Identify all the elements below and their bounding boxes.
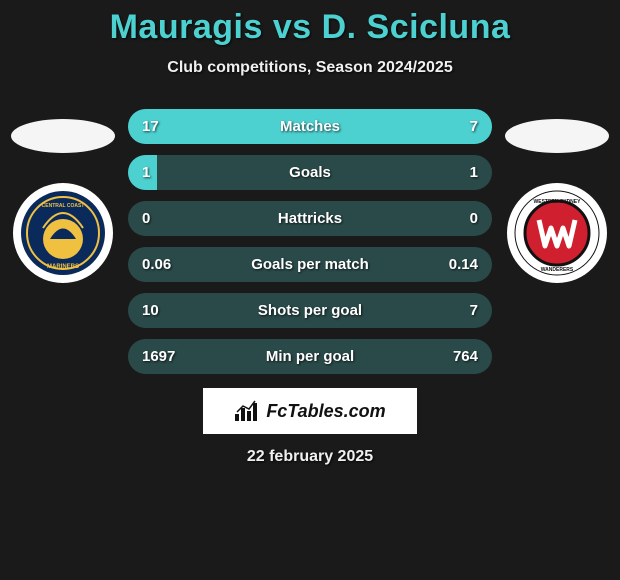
main-row: CENTRAL COAST MARINERS 17Matches71Goals1… bbox=[0, 109, 620, 374]
bar-chart-icon bbox=[234, 400, 260, 422]
page-title: Mauragis vs D. Scicluna bbox=[0, 8, 620, 47]
comparison-widget: Mauragis vs D. Scicluna Club competition… bbox=[0, 0, 620, 466]
stat-label: Goals bbox=[289, 164, 331, 181]
right-player-column: WESTERN SYDNEY WANDERERS bbox=[498, 109, 616, 283]
stat-value-left: 1 bbox=[142, 164, 150, 181]
stat-row: 1 Goals 1 bbox=[128, 155, 492, 190]
stat-label: Goals per match bbox=[251, 256, 369, 273]
right-player-photo-placeholder bbox=[505, 119, 609, 153]
stat-row: 17 Matches 7 bbox=[128, 109, 492, 144]
brand-logo-text: FcTables.com bbox=[266, 401, 385, 422]
mariners-badge-icon: CENTRAL COAST MARINERS bbox=[20, 190, 106, 276]
stat-value-right: 7 bbox=[470, 302, 478, 319]
stat-value-right: 0 bbox=[470, 210, 478, 227]
stat-value-left: 17 bbox=[142, 118, 159, 135]
stat-row: 1697 Min per goal 764 bbox=[128, 339, 492, 374]
stat-row: 0.06 Goals per match 0.14 bbox=[128, 247, 492, 282]
stat-row: 10 Shots per goal 7 bbox=[128, 293, 492, 328]
left-player-photo-placeholder bbox=[11, 119, 115, 153]
stat-label: Min per goal bbox=[266, 348, 354, 365]
svg-text:CENTRAL COAST: CENTRAL COAST bbox=[42, 203, 85, 209]
stat-value-right: 1 bbox=[470, 164, 478, 181]
stat-value-left: 0 bbox=[142, 210, 150, 227]
right-team-badge: WESTERN SYDNEY WANDERERS bbox=[507, 183, 607, 283]
svg-text:WANDERERS: WANDERERS bbox=[541, 267, 574, 273]
footer-date: 22 february 2025 bbox=[0, 448, 620, 466]
stats-column: 17Matches71Goals10Hattricks00.06Goals pe… bbox=[122, 109, 498, 374]
stat-value-left: 10 bbox=[142, 302, 159, 319]
stat-label: Shots per goal bbox=[258, 302, 362, 319]
wanderers-badge-icon: WESTERN SYDNEY WANDERERS bbox=[514, 190, 600, 276]
stat-value-right: 0.14 bbox=[449, 256, 478, 273]
stat-label: Hattricks bbox=[278, 210, 342, 227]
left-player-column: CENTRAL COAST MARINERS bbox=[4, 109, 122, 283]
left-team-badge: CENTRAL COAST MARINERS bbox=[13, 183, 113, 283]
svg-text:MARINERS: MARINERS bbox=[47, 264, 79, 270]
brand-logo[interactable]: FcTables.com bbox=[203, 388, 417, 434]
page-subtitle: Club competitions, Season 2024/2025 bbox=[0, 59, 620, 77]
stat-label: Matches bbox=[280, 118, 340, 135]
svg-text:WESTERN SYDNEY: WESTERN SYDNEY bbox=[534, 199, 582, 205]
stat-value-right: 764 bbox=[453, 348, 478, 365]
stat-value-left: 0.06 bbox=[142, 256, 171, 273]
stat-row: 0 Hattricks 0 bbox=[128, 201, 492, 236]
stat-value-left: 1697 bbox=[142, 348, 175, 365]
stat-value-right: 7 bbox=[470, 118, 478, 135]
